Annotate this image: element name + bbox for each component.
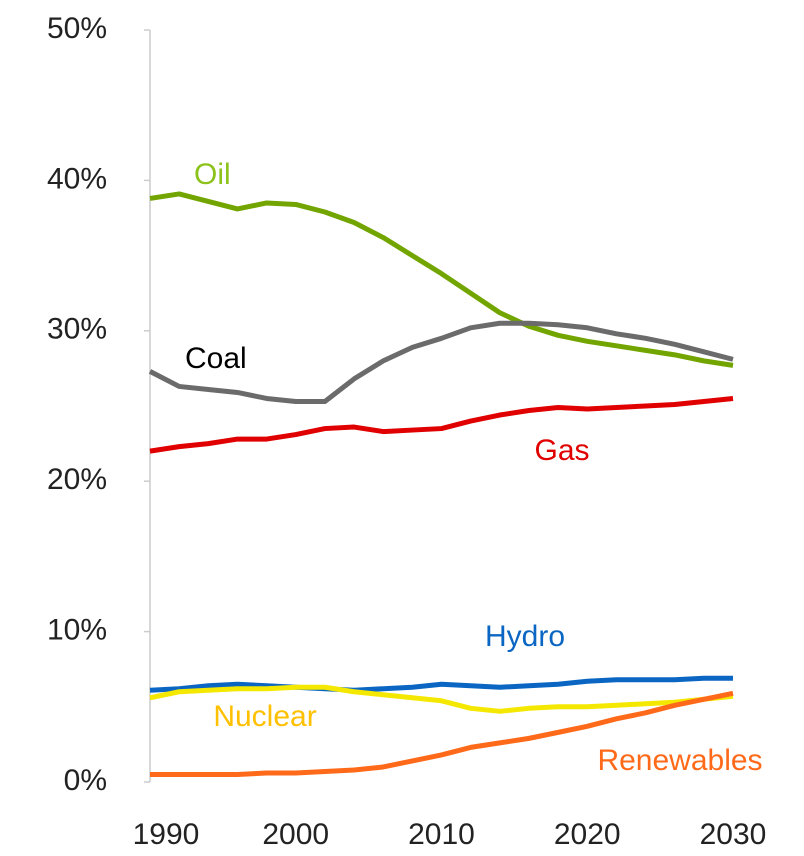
series-label: Renewables	[597, 744, 762, 777]
series-label: Gas	[534, 434, 589, 467]
series-line	[149, 191, 734, 368]
x-tick-label: 2020	[554, 818, 621, 851]
series-line	[149, 395, 734, 454]
series-label: Oil	[194, 158, 231, 191]
y-tick-label: 30%	[47, 313, 107, 346]
series-line	[149, 675, 733, 693]
series-label: Hydro	[485, 620, 565, 653]
series-label: Nuclear	[213, 700, 316, 733]
y-tick-label: 10%	[47, 614, 107, 647]
series-line	[150, 690, 734, 777]
y-tick-label: 40%	[47, 162, 107, 195]
y-tick-label: 50%	[47, 12, 107, 45]
x-tick-label: 2010	[408, 818, 475, 851]
series-line	[149, 684, 734, 714]
x-tick-label: 2000	[262, 818, 329, 851]
x-tick-label: 1990	[133, 818, 200, 851]
y-tick-label: 20%	[47, 463, 107, 496]
y-tick-label: 0%	[64, 764, 107, 797]
x-tick-label: 2030	[700, 818, 767, 851]
series-line	[148, 320, 734, 404]
series-label: Coal	[185, 342, 247, 375]
